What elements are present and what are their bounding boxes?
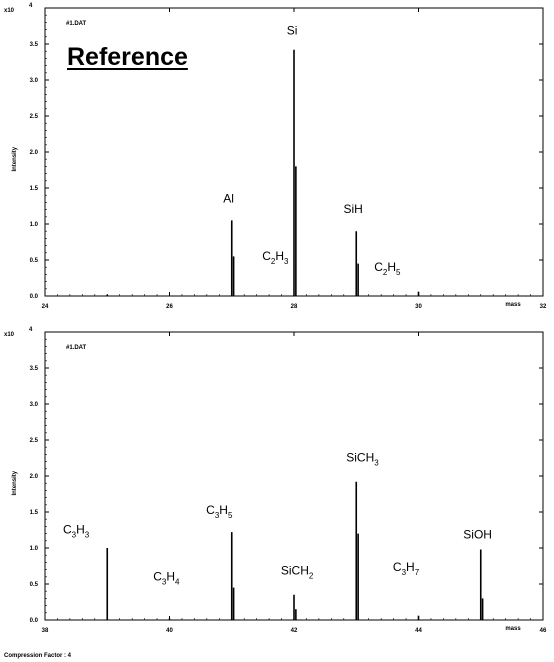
x-axis-label: mass xyxy=(505,302,521,308)
exponent-power: 4 xyxy=(29,3,33,9)
x-tick-label: 38 xyxy=(42,628,49,634)
compression-factor-label: Compression Factor : 4 xyxy=(4,653,72,659)
x-tick-label: 26 xyxy=(166,304,173,310)
peak-label-sih: SiH xyxy=(343,202,362,216)
x-tick-label: 30 xyxy=(415,304,422,310)
x-tick-label: 32 xyxy=(540,304,547,310)
peak-label-c3h7: C3H7 xyxy=(393,560,420,577)
peak-label-sich2: SiCH2 xyxy=(281,564,314,581)
y-tick-label: 3.0 xyxy=(30,402,39,408)
peak-label-si: Si xyxy=(287,24,298,38)
spectrum-panel-reference: 0.0 0.5 1.0 1.5 2.0 2.5 3.0 3.5 24 26 28 30 32 x10 4 #1… xyxy=(4,3,547,310)
file-label: #1.DAT xyxy=(66,345,87,351)
x-tick-label: 24 xyxy=(42,304,49,310)
y-tick-label: 2.5 xyxy=(30,114,39,120)
peak-label-sich3: SiCH3 xyxy=(346,451,379,468)
peak-label-sioh: SiOH xyxy=(463,528,492,542)
y-tick-label: 0.5 xyxy=(30,582,39,588)
exponent-label: x10 xyxy=(4,8,15,14)
y-tick-label: 2.0 xyxy=(30,150,39,156)
y-tick-label: 0.0 xyxy=(30,618,39,624)
y-tick-label: 1.0 xyxy=(30,546,39,552)
y-tick-label: 0.5 xyxy=(30,258,39,264)
y-tick-label: 1.5 xyxy=(30,510,39,516)
peak-label-al: Al xyxy=(223,191,234,205)
x-tick-label: 44 xyxy=(415,628,422,634)
peak-label-c2h3: C2H3 xyxy=(262,249,289,266)
y-tick-label: 1.0 xyxy=(30,222,39,228)
exponent-power: 4 xyxy=(29,327,33,333)
spectrum-panel-second: 0.0 0.5 1.0 1.5 2.0 2.5 3.0 3.5 38 40 42 44 46 x10 4 #1… xyxy=(4,327,547,634)
x-tick-label: 28 xyxy=(291,304,298,310)
y-tick-label: 3.5 xyxy=(30,42,39,48)
y-tick-label: 1.5 xyxy=(30,186,39,192)
y-tick-label: 2.5 xyxy=(30,438,39,444)
y-axis-label: Intensity xyxy=(12,146,18,171)
peak-label-c3h3: C3H3 xyxy=(63,523,90,540)
exponent-label: x10 xyxy=(4,332,15,338)
file-label: #1.DAT xyxy=(66,21,87,27)
peak-label-c3h4: C3H4 xyxy=(153,569,180,586)
y-tick-label: 2.0 xyxy=(30,474,39,480)
y-tick-label: 3.0 xyxy=(30,78,39,84)
x-tick-label: 46 xyxy=(540,628,547,634)
y-axis-label: Intensity xyxy=(12,470,18,495)
y-tick-label: 3.5 xyxy=(30,366,39,372)
peak-label-c3h5: C3H5 xyxy=(206,503,233,520)
x-tick-label: 42 xyxy=(291,628,298,634)
x-axis-label: mass xyxy=(505,626,521,632)
peak-label-c2h5: C2H5 xyxy=(374,260,401,277)
x-tick-label: 40 xyxy=(166,628,173,634)
y-tick-label: 0.0 xyxy=(30,294,39,300)
reference-label: Reference xyxy=(67,43,188,71)
